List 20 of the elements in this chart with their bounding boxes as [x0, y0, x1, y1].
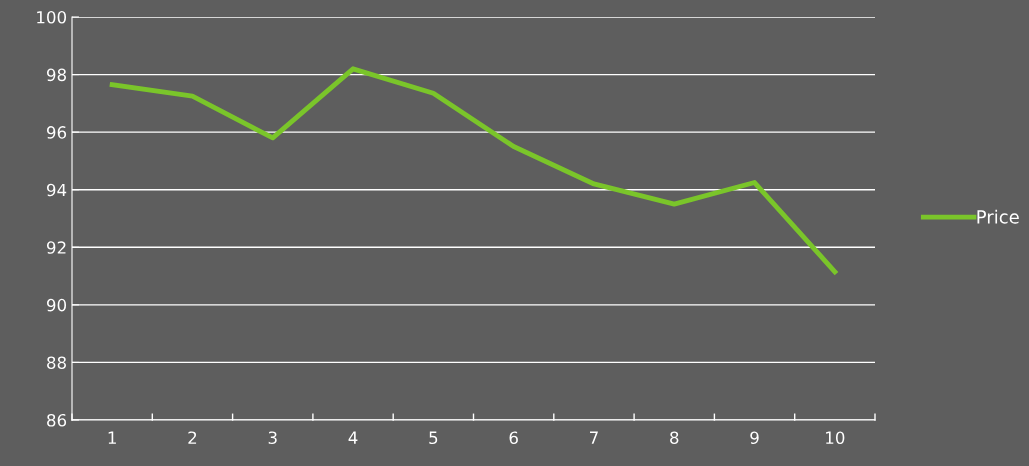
y-tick-label: 86: [47, 413, 67, 427]
y-tick-label: 96: [46, 126, 67, 139]
x-tick-label: 8: [670, 431, 679, 445]
x-tick-label: 10: [826, 431, 845, 445]
legend-label: Price: [977, 209, 1019, 224]
x-tick-label: 4: [348, 431, 358, 444]
x-tick-label: 7: [590, 431, 598, 444]
line-series: [109, 66, 838, 275]
y-tick-label: 98: [46, 68, 66, 82]
y-tick-label: 90: [46, 298, 67, 312]
y-tick-label: 88: [47, 356, 66, 369]
y-tick-label: 100: [37, 10, 67, 24]
x-tick-label: 6: [509, 431, 518, 445]
y-tick-label: 94: [46, 183, 67, 197]
x-tick-label: 3: [268, 431, 277, 445]
x-tick-label: 1: [108, 431, 116, 444]
x-tick-label: 5: [429, 431, 438, 445]
y-tick-label: 92: [46, 241, 66, 254]
x-tick-label: 9: [750, 431, 759, 445]
x-tick-label: 2: [188, 431, 197, 444]
